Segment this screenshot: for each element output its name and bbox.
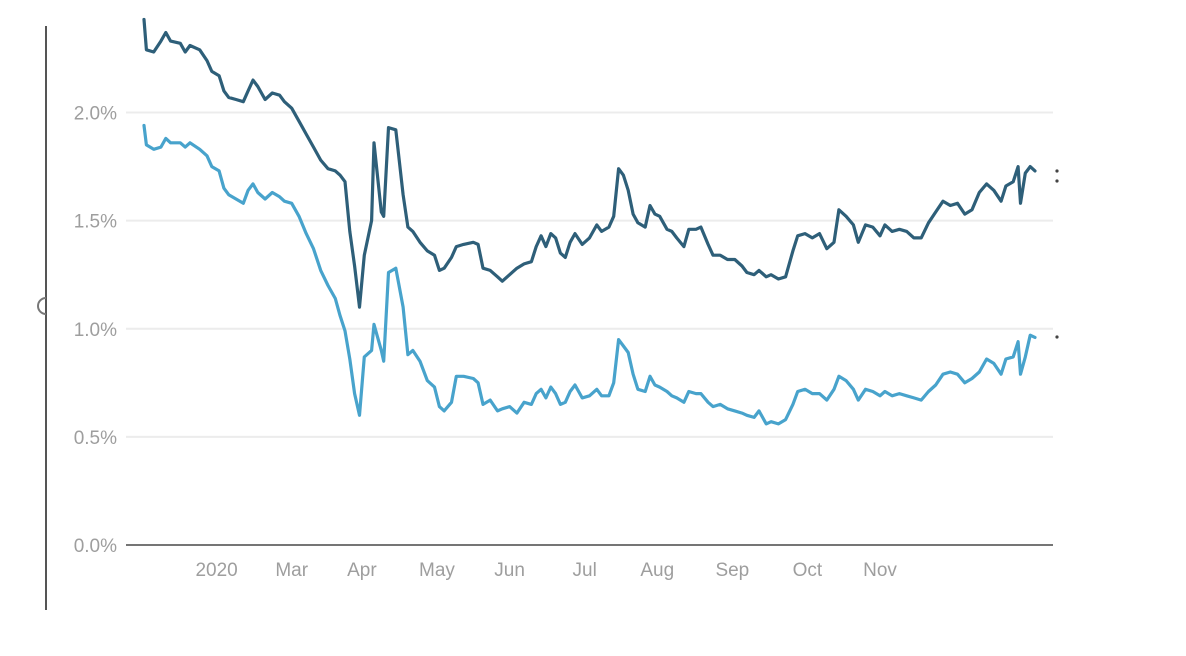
x-tick-label: Apr — [347, 560, 377, 581]
y-tick-label: 0.5% — [74, 428, 117, 449]
series-2-line — [142, 123, 1037, 426]
gridlines — [126, 111, 1053, 438]
y-tick-label: 0.0% — [74, 536, 117, 557]
drag-handle-icon[interactable] — [37, 297, 47, 315]
x-tick-label: Mar — [275, 560, 308, 581]
x-axis: 2020 Mar Apr May Jun Jul Aug Sep Oct Nov — [195, 560, 897, 581]
y-tick-label: 2.0% — [74, 104, 117, 125]
x-tick-label: May — [419, 560, 455, 581]
x-tick-label: Aug — [640, 560, 674, 581]
x-tick-label: Jul — [573, 560, 597, 581]
series-lines — [142, 17, 1037, 426]
x-tick-label: Nov — [863, 560, 897, 581]
series-1-line — [142, 17, 1037, 309]
series-1-end-marker — [1055, 179, 1059, 183]
x-tick-label: Jun — [494, 560, 525, 581]
x-tick-label: 2020 — [195, 560, 237, 581]
y-tick-label: 1.5% — [74, 212, 117, 233]
x-tick-label: Sep — [715, 560, 749, 581]
y-axis: 0.0% 0.5% 1.0% 1.5% 2.0% — [74, 104, 117, 558]
series-1-end-marker — [1055, 169, 1059, 173]
x-tick-label: Oct — [793, 560, 823, 581]
series-2-end-marker — [1055, 335, 1059, 339]
y-tick-label: 1.0% — [74, 320, 117, 341]
